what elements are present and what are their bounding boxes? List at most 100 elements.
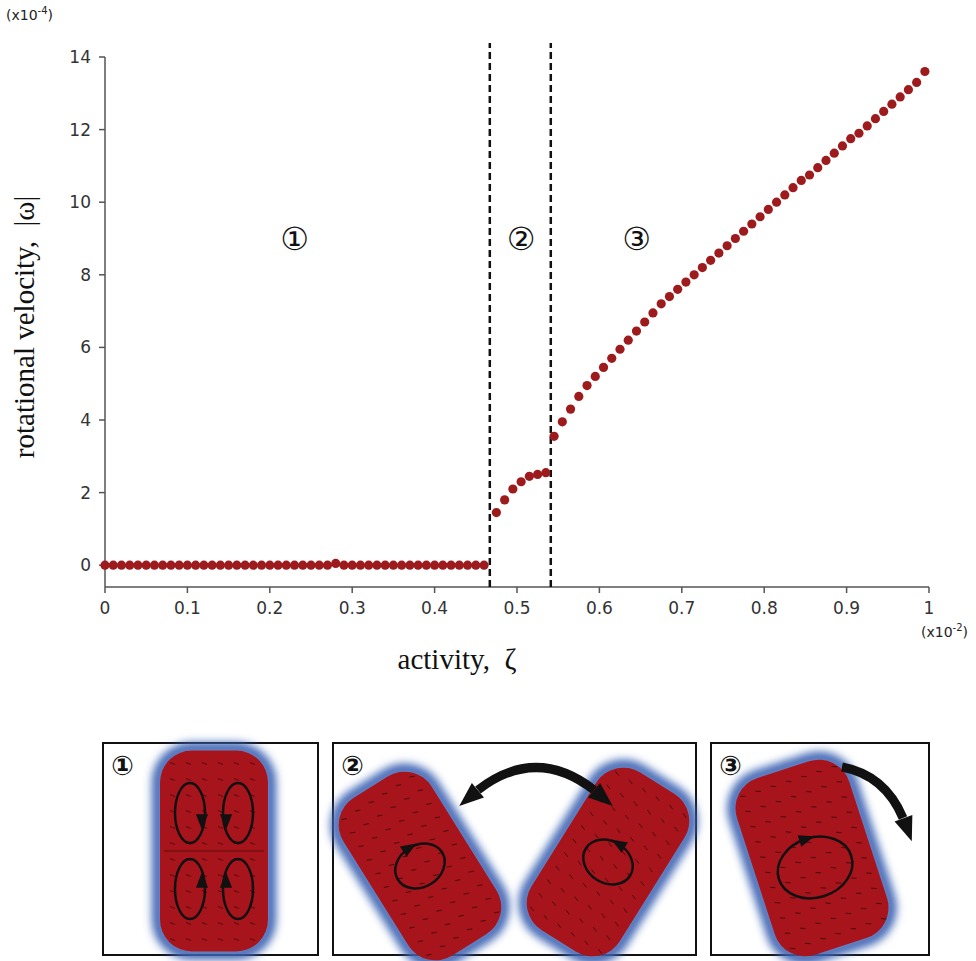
flow-arrow: [597, 949, 602, 953]
cell: [512, 753, 704, 961]
flow-arrow: [341, 817, 346, 821]
panel: ③: [711, 743, 929, 961]
data-point: [257, 561, 266, 570]
flow-arrow: [846, 912, 851, 915]
data-point: [405, 561, 414, 570]
arrow-head: [608, 834, 628, 853]
flow-arrow: [481, 919, 486, 923]
flow-arrow: [602, 820, 607, 824]
data-point: [599, 363, 608, 372]
flow-arrow: [790, 947, 795, 950]
data-point: [265, 561, 274, 570]
cell-edge: [158, 749, 270, 954]
data-point: [381, 561, 390, 570]
data-point: [525, 472, 534, 481]
flow-arrow: [218, 827, 223, 829]
y-tick: [99, 129, 105, 131]
flow-arrow: [652, 832, 657, 836]
data-point: [492, 508, 501, 517]
flow-arrow: [170, 859, 175, 861]
flow-arrow: [250, 923, 255, 925]
multiplier-exponent: -2: [953, 622, 963, 633]
flow-arrow: [836, 831, 841, 834]
flow-arrow: [202, 763, 207, 765]
data-point: [282, 561, 291, 570]
x-tick-label: 0.1: [174, 598, 201, 618]
flow-arrow: [655, 796, 660, 800]
flow-arrow: [406, 890, 411, 894]
flow-arrow: [555, 866, 560, 870]
data-point: [797, 176, 806, 185]
flow-arrow: [780, 916, 785, 919]
flow-arrow: [765, 820, 770, 823]
flow-arrow: [458, 914, 463, 918]
x-tick-label: 0.7: [668, 598, 695, 618]
flow-arrow: [815, 922, 820, 925]
flow-arrow: [770, 886, 775, 889]
flow-arrow: [856, 841, 861, 844]
data-point: [681, 277, 690, 286]
data-point: [249, 561, 258, 570]
panel-label: ③: [719, 750, 742, 781]
data-point: [446, 561, 455, 570]
flow-arrow: [616, 829, 621, 833]
arrow-head: [588, 783, 613, 806]
flow-arrow: [871, 887, 876, 890]
data-point: [673, 285, 682, 294]
y-tick-label: 10: [69, 192, 91, 212]
y-multiplier: (x10-4): [6, 5, 53, 23]
flow-arrow: [358, 844, 363, 848]
data-point: [591, 372, 600, 381]
flow-arrow: [234, 827, 239, 829]
flow-arrow: [594, 834, 599, 838]
x-tick: [516, 587, 518, 593]
vortex: [175, 859, 205, 919]
region-label: ③: [622, 220, 651, 258]
data-point: [479, 561, 488, 570]
flow-arrow: [392, 898, 397, 902]
data-point: [549, 432, 558, 441]
data-point: [372, 561, 381, 570]
data-point: [879, 107, 888, 116]
y-tick-label: 4: [80, 410, 91, 430]
data-point: [356, 561, 365, 570]
flow-arrow: [386, 827, 391, 831]
flow-arrow: [606, 785, 611, 789]
flow-arrow: [740, 795, 745, 798]
data-point: [533, 470, 542, 479]
flow-arrow: [633, 802, 638, 806]
vortex: [575, 830, 641, 893]
data-point: [109, 561, 118, 570]
flow-arrow: [630, 837, 635, 841]
flow-arrow: [801, 825, 806, 828]
flow-arrow: [394, 841, 399, 845]
flow-arrow: [669, 805, 674, 809]
flow-arrow: [801, 775, 806, 778]
data-point: [805, 170, 814, 179]
flow-arrow: [606, 936, 611, 940]
flow-arrow: [218, 939, 223, 941]
data-point: [298, 561, 307, 570]
flow-arrow: [538, 893, 543, 897]
panel-frame: [103, 743, 318, 955]
data-point: [517, 477, 526, 486]
flow-arrow: [775, 850, 780, 853]
flow-arrow: [786, 780, 791, 783]
data-point: [854, 129, 863, 138]
x-tick-label: 0.6: [586, 598, 613, 618]
data-point: [582, 381, 591, 390]
flow-arrow: [186, 907, 191, 909]
x-axis-title: activity, ζ: [398, 643, 517, 675]
flow-arrow: [596, 891, 601, 895]
flow-arrow: [795, 911, 800, 914]
flow-arrow: [552, 902, 557, 906]
flow-arrow: [202, 779, 207, 781]
data-point: [896, 92, 905, 101]
data-point: [290, 561, 299, 570]
flow-arrow: [770, 835, 775, 838]
flow-arrow: [755, 840, 760, 843]
data-point: [331, 559, 340, 568]
flow-arrow: [881, 917, 886, 920]
flow-arrow: [580, 825, 585, 829]
data-point: [166, 561, 175, 570]
